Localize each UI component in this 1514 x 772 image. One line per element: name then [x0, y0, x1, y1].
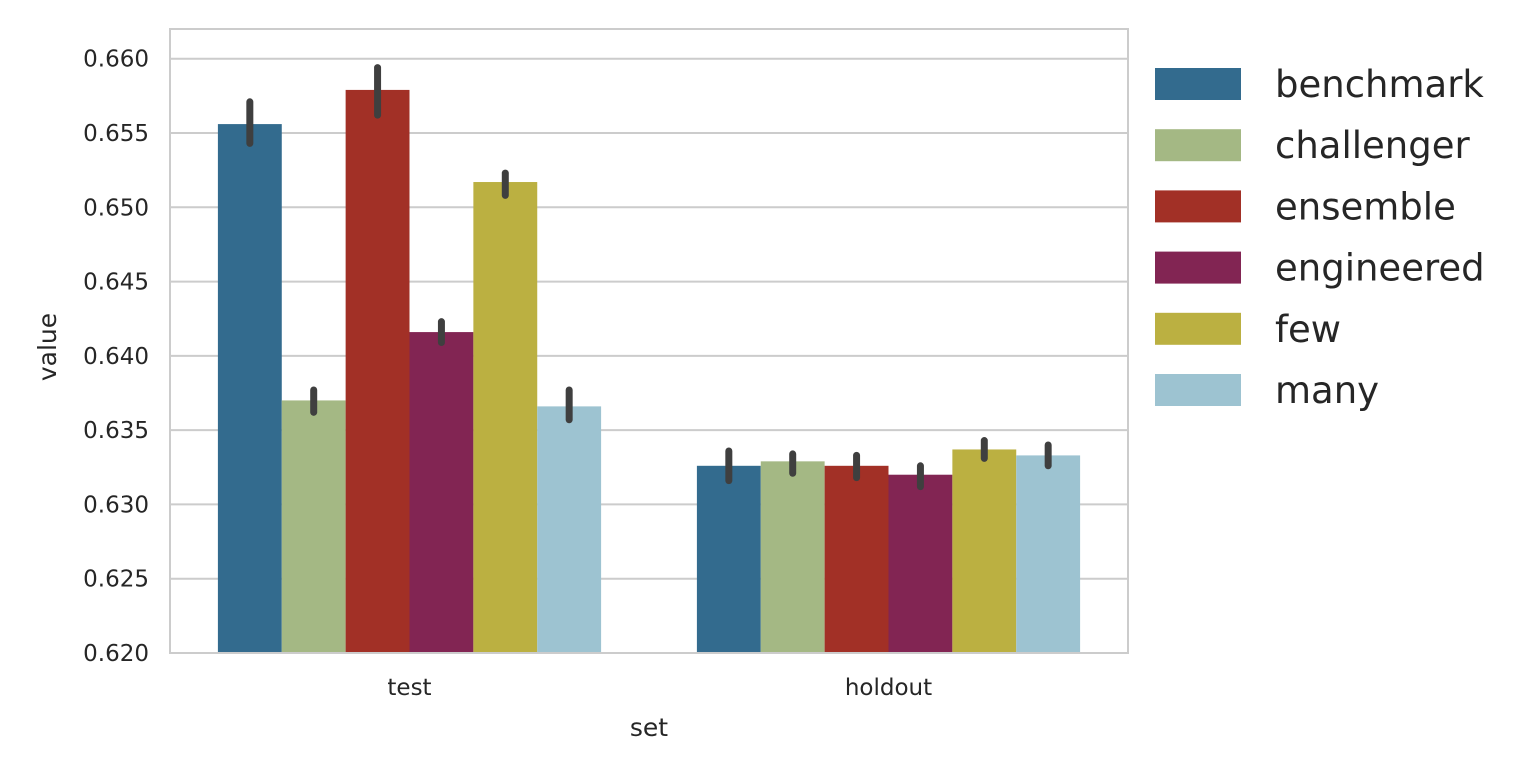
legend-swatch-few [1155, 312, 1241, 345]
legend-swatch-benchmark [1155, 68, 1241, 100]
plot-frame [169, 28, 1129, 654]
legend-swatch-challenger [1155, 129, 1241, 162]
y-tick-label: 0.620 [83, 641, 149, 667]
error-bars [246, 64, 1052, 491]
y-tick-label: 0.630 [83, 492, 149, 518]
bar-engineered-test [409, 332, 474, 653]
x-tick-label: holdout [845, 675, 932, 701]
legend-label-ensemble: ensemble [1275, 185, 1456, 228]
y-tick-label: 0.660 [83, 47, 149, 73]
bar-few-test [473, 182, 538, 653]
bar-benchmark-holdout [696, 465, 761, 653]
y-axis-label: value [33, 313, 62, 381]
bar-many-test [537, 406, 602, 653]
x-tick-label: test [387, 675, 431, 701]
bar-ensemble-holdout [824, 465, 889, 653]
bar-challenger-test [281, 400, 346, 653]
y-tick-label: 0.650 [83, 195, 149, 221]
bar-many-holdout [1016, 455, 1081, 653]
y-tick-label: 0.655 [83, 121, 149, 147]
bar-challenger-holdout [760, 461, 825, 653]
y-axis-ticks: 0.620 0.625 0.630 0.635 0.640 0.645 0.650 0.655… [83, 47, 149, 667]
bar-benchmark-test [217, 124, 282, 654]
legend-label-benchmark: benchmark [1275, 63, 1484, 106]
bars [217, 89, 1081, 654]
legend-label-engineered: engineered [1275, 247, 1485, 290]
legend-swatch-many [1155, 374, 1241, 406]
legend: benchmark challenger ensemble engineered few… [1155, 63, 1485, 412]
legend-swatch-engineered [1155, 251, 1241, 284]
bar-engineered-holdout [888, 474, 953, 653]
bar-ensemble-test [345, 89, 410, 653]
y-tick-label: 0.625 [83, 567, 149, 593]
legend-swatch-ensemble [1155, 190, 1241, 223]
legend-label-challenger: challenger [1275, 124, 1470, 167]
bar-few-holdout [952, 449, 1017, 653]
y-tick-label: 0.640 [83, 344, 149, 370]
y-tick-label: 0.635 [83, 418, 149, 444]
x-axis-ticks: test holdout [387, 675, 932, 701]
x-axis-label: set [630, 713, 668, 742]
y-tick-label: 0.645 [83, 270, 149, 296]
legend-label-many: many [1275, 369, 1379, 412]
legend-label-few: few [1275, 308, 1341, 351]
